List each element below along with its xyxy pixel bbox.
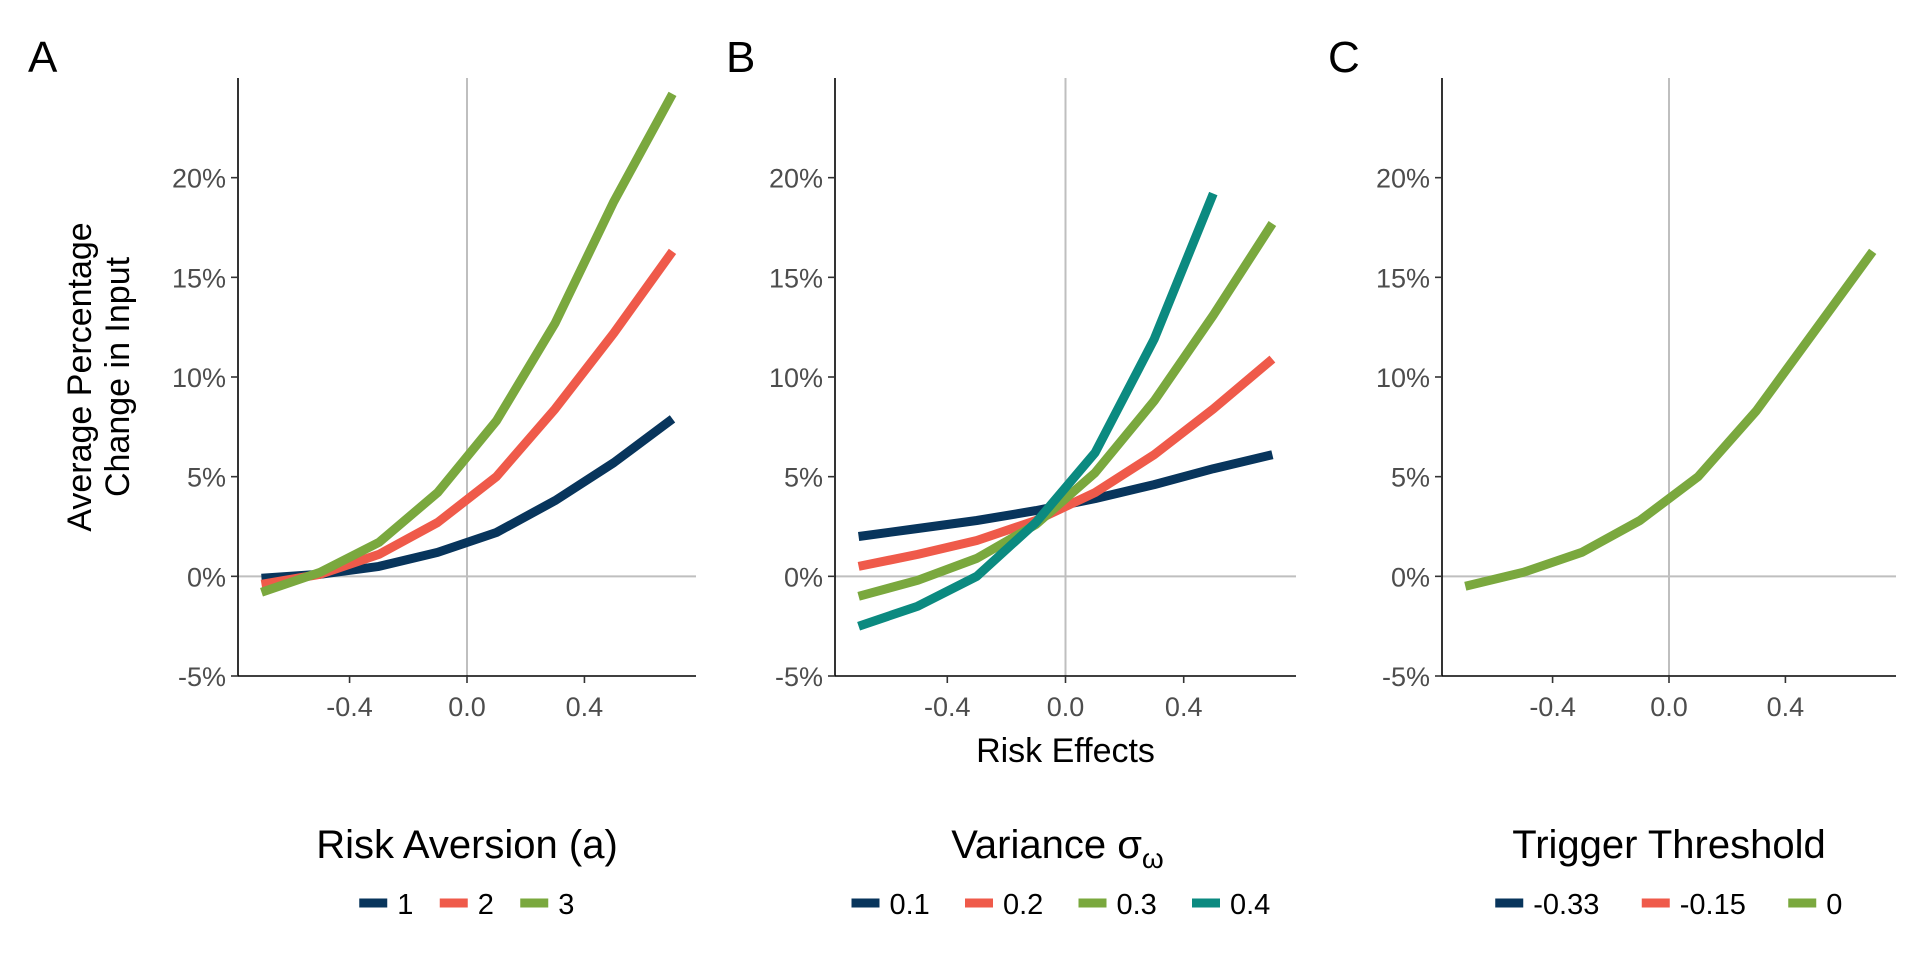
y-tick-label: -5% <box>1382 662 1430 692</box>
legend-title-subscript: ω <box>1142 843 1164 874</box>
panel-letter: B <box>726 33 755 82</box>
series-line-0.3 <box>857 221 1277 601</box>
y-tick-label: 20% <box>769 164 823 194</box>
y-tick-label: 10% <box>1376 363 1430 393</box>
y-tick-label: -5% <box>178 662 226 692</box>
y-tick-label: 20% <box>172 164 226 194</box>
legend-label: 1 <box>397 889 413 921</box>
series-line-0.2 <box>857 355 1276 571</box>
legend-title: Trigger Threshold <box>1512 823 1825 867</box>
x-tick-label: 0.4 <box>1165 692 1203 722</box>
legend-title: Variance σω <box>951 823 1164 874</box>
legend-label: -0.33 <box>1533 889 1599 921</box>
legend: Trigger Threshold -0.33 -0.15 0 <box>1495 823 1842 921</box>
legend-label: 0.1 <box>890 889 930 921</box>
y-tick-label: -5% <box>775 662 823 692</box>
legend-label: 0.2 <box>1003 889 1043 921</box>
y-tick-label: 0% <box>784 562 823 592</box>
x-axis-title: Risk Effects <box>976 732 1155 770</box>
y-tick-label: 0% <box>187 562 226 592</box>
x-tick-label: -0.4 <box>1529 692 1576 722</box>
legend-label: 3 <box>558 889 574 921</box>
x-tick-label: -0.4 <box>326 692 373 722</box>
legend-title: Risk Aversion (a) <box>316 823 618 867</box>
legend-label: 0.4 <box>1230 889 1270 921</box>
series-line-0 <box>1464 248 1877 591</box>
legend: Risk Aversion (a) 1 2 3 <box>316 823 618 921</box>
y-tick-label: 15% <box>1376 263 1430 293</box>
panel-a: A -5% 0% 5% 10% 15% 20% -0.4 0.0 0.4 Average Perce… <box>28 33 696 921</box>
series-line-0.4 <box>857 191 1218 631</box>
y-tick-label: 0% <box>1391 562 1430 592</box>
y-tick-label: 5% <box>784 463 823 493</box>
legend-label: -0.15 <box>1680 889 1746 921</box>
legend-label: 0 <box>1826 889 1842 921</box>
x-tick-label: 0.4 <box>1767 692 1805 722</box>
y-tick-label: 5% <box>1391 463 1430 493</box>
y-axis-title-line: Average Percentage <box>61 222 99 531</box>
panel-c: C -5% 0% 5% 10% 15% 20% -0.4 0.0 0.4 Trigger Thres… <box>1328 33 1896 921</box>
x-tick-label: 0.0 <box>1650 692 1688 722</box>
panel-letter: A <box>28 33 58 82</box>
panel-letter: C <box>1328 33 1360 82</box>
y-axis-title-line: Change in Input <box>99 256 137 497</box>
legend-label: 0.3 <box>1117 889 1157 921</box>
x-tick-label: 0.0 <box>1047 692 1085 722</box>
panel-b: B -5% 0% 5% 10% 15% 20% -0.4 0.0 0.4 Risk Effects V… <box>726 33 1296 921</box>
y-tick-label: 15% <box>769 263 823 293</box>
legend: Variance σω 0.1 0.2 0.3 0.4 <box>851 823 1270 921</box>
y-tick-label: 15% <box>172 263 226 293</box>
y-axis-title: Average PercentageChange in Input <box>61 222 137 531</box>
y-tick-label: 5% <box>187 463 226 493</box>
x-tick-label: 0.0 <box>448 692 486 722</box>
x-tick-label: -0.4 <box>924 692 971 722</box>
y-tick-label: 10% <box>769 363 823 393</box>
legend-label: 2 <box>478 889 494 921</box>
series-line-3 <box>260 91 677 597</box>
y-tick-label: 20% <box>1376 164 1430 194</box>
x-tick-label: 0.4 <box>566 692 604 722</box>
y-tick-label: 10% <box>172 363 226 393</box>
